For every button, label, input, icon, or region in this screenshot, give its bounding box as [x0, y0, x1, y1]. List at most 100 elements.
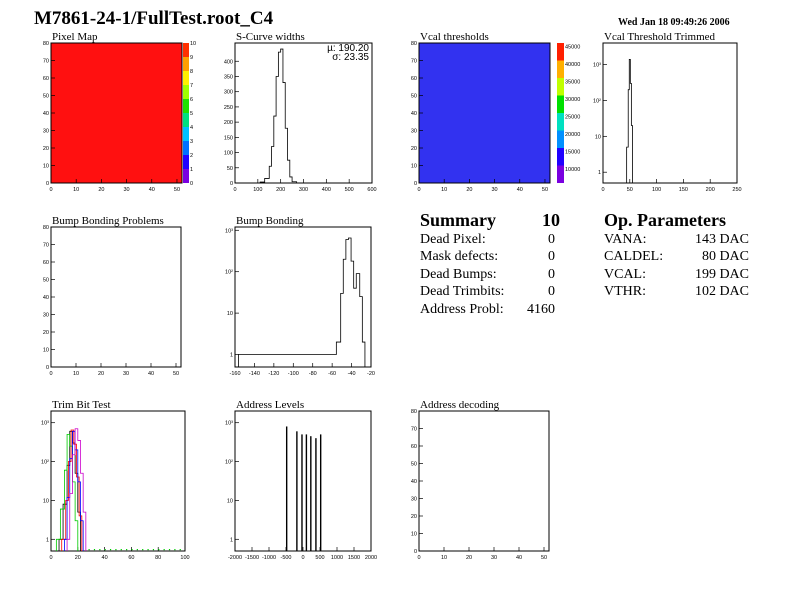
address-decoding-title: Address decoding — [420, 399, 500, 411]
x-tick-label: 30 — [123, 371, 129, 377]
y-tick-label: 10 — [411, 164, 417, 170]
op-parameters-block: Op. Parameters VANA: 143 DAC CALDEL: 80 DAC… — [604, 210, 749, 301]
x-tick-label: 600 — [367, 187, 376, 193]
address-levels-title: Address Levels — [236, 399, 305, 411]
palette-cell — [557, 165, 564, 183]
series-marker — [163, 549, 165, 551]
x-tick-label: 20 — [466, 187, 472, 193]
palette-label: 5 — [190, 111, 193, 117]
palette-cell — [183, 169, 189, 183]
summary-value: 4160 — [527, 301, 555, 317]
plot-frame — [602, 42, 738, 184]
x-tick-label: 50 — [541, 555, 547, 561]
series-marker — [131, 549, 133, 551]
y-tick-label: 70 — [411, 59, 417, 65]
trim-bit-plot: 0 20 40 60 80 100 1 10 10² 10³ — [41, 410, 190, 561]
x-tick-label: 0 — [49, 187, 52, 193]
summary-row: Mask defects: 0 — [420, 248, 570, 266]
series-line — [61, 429, 83, 551]
series-marker — [93, 549, 96, 551]
series-marker — [88, 549, 90, 551]
bump-problems-plot: 0 10 20 30 40 50 0 10 20 30 40 50 60 70 80 — [43, 225, 182, 377]
series-marker — [147, 549, 149, 551]
palette-label: 8 — [190, 69, 193, 75]
palette-cell — [183, 127, 189, 141]
y-tick-label: 150 — [224, 135, 233, 141]
x-tick-label: -120 — [268, 371, 279, 377]
op-param-row: VCAL: 199 DAC — [604, 266, 749, 284]
summary-row: Dead Bumps: 0 — [420, 266, 570, 284]
op-param-label: VCAL: — [604, 266, 646, 282]
scurve-plot: 0 100 200 300 400 500 600 0 50 100 150 200 250 300 350… — [224, 42, 377, 193]
x-tick-label: 50 — [174, 187, 180, 193]
x-tick-label: 40 — [149, 187, 155, 193]
series-marker — [126, 549, 128, 551]
x-tick-label: 10 — [441, 555, 447, 561]
y-tick-label: 20 — [411, 146, 417, 152]
x-tick-label: -80 — [309, 371, 317, 377]
y-tick-label: 70 — [411, 427, 417, 433]
y-tick-label: 60 — [411, 76, 417, 82]
palette-cell — [557, 148, 564, 166]
y-tick-label: 20 — [411, 514, 417, 520]
y-tick-label: 30 — [411, 129, 417, 135]
palette-cell — [557, 130, 564, 148]
summary-label: Dead Bumps: — [420, 266, 497, 282]
palette-cell — [557, 43, 564, 61]
palette-cell — [183, 99, 189, 113]
op-parameters-heading: Op. Parameters — [604, 210, 726, 230]
series-marker — [136, 549, 138, 551]
y-tick-label: 200 — [224, 120, 233, 126]
palette-label: 0 — [190, 181, 193, 187]
series-marker — [115, 549, 117, 551]
y-tick-label: 0 — [230, 181, 233, 187]
x-tick-label: 50 — [627, 187, 633, 193]
series-marker — [179, 549, 181, 551]
pixel-map-plot: 0 10 20 30 40 50 0 10 20 30 40 50 60 70 80 0 1 2 3 4 5 6 7 8 9 10 — [43, 41, 196, 193]
y-tick-label: 0 — [414, 181, 417, 187]
x-tick-label: 20 — [75, 555, 81, 561]
bump-bonding-title: Bump Bonding — [236, 215, 304, 227]
op-param-value: 199 DAC — [694, 266, 749, 282]
y-tick-label: 50 — [227, 166, 233, 172]
palette-cell — [183, 141, 189, 155]
series-marker — [142, 549, 144, 551]
op-param-label: VTHR: — [604, 284, 646, 299]
series-line — [66, 428, 87, 551]
summary-total: 10 — [542, 210, 560, 230]
x-tick-label: 1000 — [331, 555, 343, 561]
x-tick-label: 0 — [49, 555, 52, 561]
series-marker — [158, 549, 160, 551]
op-param-row: CALDEL: 80 DAC — [604, 248, 749, 266]
y-tick-label: 10² — [593, 98, 601, 104]
palette-label: 4 — [190, 125, 193, 131]
x-tick-label: 100 — [652, 187, 661, 193]
series-marker — [120, 549, 122, 551]
x-tick-label: -2000 — [228, 555, 242, 561]
x-tick-label: 400 — [322, 187, 331, 193]
vcal-thresholds-plot: 0 10 20 30 40 50 0 10 20 30 40 50 60 70 80 10000 15000 20… — [411, 41, 580, 193]
bump-problems-title: Bump Bonding Problems — [52, 215, 164, 227]
y-tick-label: 20 — [43, 146, 49, 152]
x-tick-label: 10 — [73, 187, 79, 193]
y-tick-label: 40 — [43, 111, 49, 117]
x-tick-label: 0 — [233, 187, 236, 193]
op-param-row: VANA: 143 DAC — [604, 231, 749, 249]
y-tick-label: 30 — [43, 313, 49, 319]
y-tick-label: 30 — [411, 497, 417, 503]
op-param-label: VANA: — [604, 231, 647, 247]
y-tick-label: 80 — [411, 41, 417, 47]
x-tick-label: 30 — [124, 187, 130, 193]
y-tick-label: 10³ — [593, 63, 601, 69]
x-tick-label: 100 — [253, 187, 262, 193]
y-tick-label: 10 — [227, 498, 233, 504]
plot-frame — [234, 226, 372, 368]
x-tick-label: 2000 — [365, 555, 377, 561]
y-tick-label: 0 — [414, 549, 417, 555]
x-tick-label: 300 — [299, 187, 308, 193]
x-tick-label: 40 — [517, 187, 523, 193]
summary-row: Address Probl: 4160 — [420, 301, 570, 319]
summary-heading: Summary — [420, 210, 496, 230]
x-tick-label: 0 — [49, 371, 52, 377]
series-line — [55, 434, 79, 551]
